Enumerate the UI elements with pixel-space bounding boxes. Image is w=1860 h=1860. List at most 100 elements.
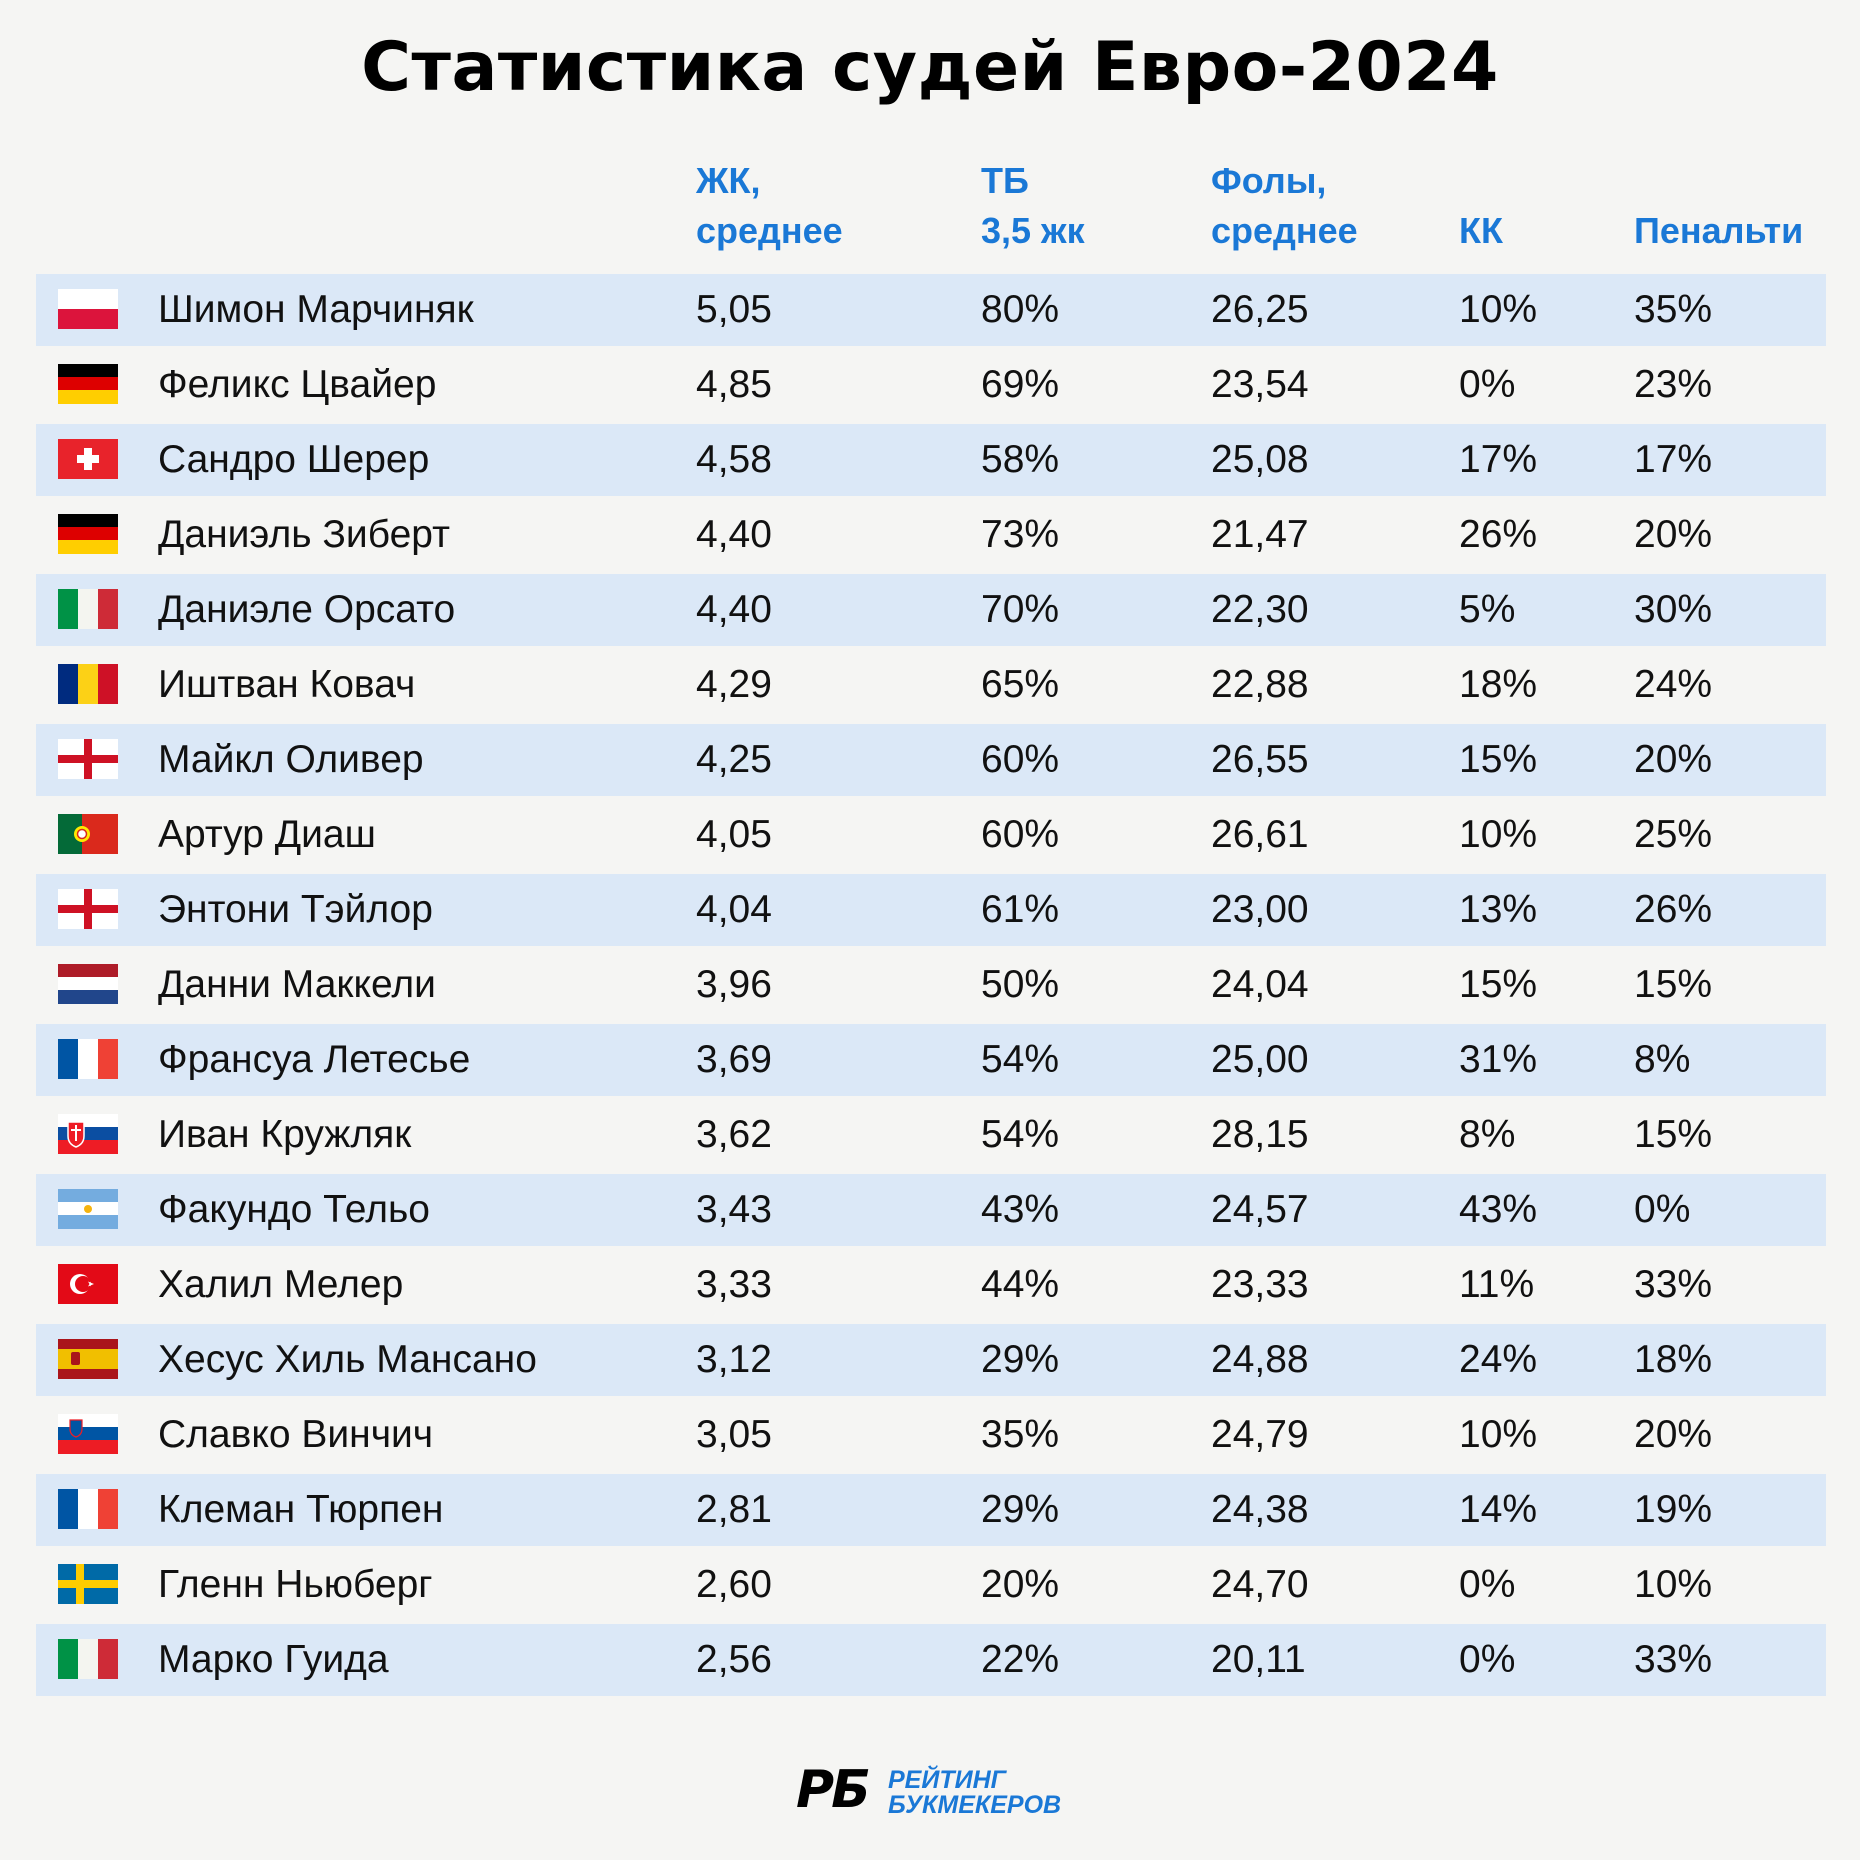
referee-name: Даниэль Зиберт bbox=[158, 513, 451, 556]
red-cards-value: 0% bbox=[1459, 363, 1516, 406]
fouls-value: 25,08 bbox=[1211, 438, 1309, 481]
table-row: Шимон Марчиняк 5,05 80% 26,25 10% 35% bbox=[36, 274, 1826, 346]
fouls-value: 24,38 bbox=[1211, 1488, 1309, 1531]
table-row: Даниэле Орсато 4,40 70% 22,30 5% 30% bbox=[36, 574, 1826, 646]
table-row: Феликс Цвайер 4,85 69% 23,54 0% 23% bbox=[36, 349, 1826, 421]
yellow-cards-value: 4,85 bbox=[696, 363, 772, 406]
fouls-value: 23,54 bbox=[1211, 363, 1309, 406]
fouls-value: 26,25 bbox=[1211, 288, 1309, 331]
penalties-value: 33% bbox=[1634, 1638, 1713, 1681]
fouls-value: 22,30 bbox=[1211, 588, 1309, 631]
referee-name: Артур Диаш bbox=[158, 813, 376, 856]
red-cards-value: 10% bbox=[1459, 813, 1538, 856]
over-cards-value: 54% bbox=[981, 1038, 1060, 1081]
over-cards-value: 20% bbox=[981, 1563, 1060, 1606]
referee-name: Иштван Ковач bbox=[158, 663, 416, 706]
penalties-value: 10% bbox=[1634, 1563, 1713, 1606]
italy-flag bbox=[58, 589, 118, 629]
col-header-penalties: Пенальти bbox=[1634, 210, 1804, 251]
column-headers: ЖК, среднее ТБ 3,5 жк Фолы, среднее КК П… bbox=[0, 156, 1860, 256]
table-row: Артур Диаш 4,05 60% 26,61 10% 25% bbox=[36, 799, 1826, 871]
referee-name: Клеман Тюрпен bbox=[158, 1488, 444, 1531]
fouls-value: 24,88 bbox=[1211, 1338, 1309, 1381]
referee-name: Феликс Цвайер bbox=[158, 363, 437, 406]
referee-name: Шимон Марчиняк bbox=[158, 288, 474, 331]
referee-name: Франсуа Летесье bbox=[158, 1038, 471, 1081]
table-row: Факундо Тельо 3,43 43% 24,57 43% 0% bbox=[36, 1174, 1826, 1246]
table-row: Энтони Тэйлор 4,04 61% 23,00 13% 26% bbox=[36, 874, 1826, 946]
red-cards-value: 11% bbox=[1459, 1263, 1535, 1306]
over-cards-value: 80% bbox=[981, 288, 1060, 331]
table-row: Халил Мелер 3,33 44% 23,33 11% 33% bbox=[36, 1249, 1826, 1321]
referee-name: Сандро Шерер bbox=[158, 438, 430, 481]
over-cards-value: 50% bbox=[981, 963, 1060, 1006]
red-cards-value: 26% bbox=[1459, 513, 1538, 556]
penalties-value: 0% bbox=[1634, 1188, 1691, 1231]
red-cards-value: 8% bbox=[1459, 1113, 1516, 1156]
yellow-cards-value: 4,04 bbox=[696, 888, 772, 931]
sweden-flag bbox=[58, 1564, 118, 1604]
red-cards-value: 5% bbox=[1459, 588, 1516, 631]
fouls-value: 26,61 bbox=[1211, 813, 1309, 856]
col-header-red-cards: КК bbox=[1459, 210, 1503, 251]
referee-name: Данни Маккели bbox=[158, 963, 436, 1006]
germany-flag bbox=[58, 514, 118, 554]
yellow-cards-value: 5,05 bbox=[696, 288, 772, 331]
slovenia-flag bbox=[58, 1414, 118, 1454]
penalties-value: 26% bbox=[1634, 888, 1713, 931]
yellow-cards-value: 4,25 bbox=[696, 738, 772, 781]
yellow-cards-value: 3,43 bbox=[696, 1188, 772, 1231]
table-row: Даниэль Зиберт 4,40 73% 21,47 26% 20% bbox=[36, 499, 1826, 571]
fouls-value: 22,88 bbox=[1211, 663, 1309, 706]
referee-name: Марко Гуида bbox=[158, 1638, 389, 1681]
yellow-cards-value: 4,05 bbox=[696, 813, 772, 856]
table-row: Хесус Хиль Мансано 3,12 29% 24,88 24% 18% bbox=[36, 1324, 1826, 1396]
red-cards-value: 0% bbox=[1459, 1563, 1516, 1606]
over-cards-value: 29% bbox=[981, 1338, 1060, 1381]
yellow-cards-value: 3,62 bbox=[696, 1113, 772, 1156]
over-cards-value: 65% bbox=[981, 663, 1060, 706]
yellow-cards-value: 2,56 bbox=[696, 1638, 772, 1681]
penalties-value: 23% bbox=[1634, 363, 1713, 406]
table-row: Данни Маккели 3,96 50% 24,04 15% 15% bbox=[36, 949, 1826, 1021]
col-header-yellow-cards: ЖК, среднее bbox=[696, 160, 843, 251]
red-cards-value: 15% bbox=[1459, 738, 1538, 781]
table-row: Иштван Ковач 4,29 65% 22,88 18% 24% bbox=[36, 649, 1826, 721]
penalties-value: 20% bbox=[1634, 1413, 1713, 1456]
penalties-value: 20% bbox=[1634, 513, 1713, 556]
col-header-fouls: Фолы, среднее bbox=[1211, 160, 1358, 251]
over-cards-value: 73% bbox=[981, 513, 1060, 556]
logo-mark: РБ bbox=[796, 1760, 871, 1820]
referee-name: Факундо Тельо bbox=[158, 1188, 430, 1231]
over-cards-value: 60% bbox=[981, 813, 1060, 856]
red-cards-value: 15% bbox=[1459, 963, 1538, 1006]
referee-name: Халил Мелер bbox=[158, 1263, 404, 1306]
penalties-value: 17% bbox=[1634, 438, 1713, 481]
fouls-value: 24,57 bbox=[1211, 1188, 1309, 1231]
table-row: Марко Гуида 2,56 22% 20,11 0% 33% bbox=[36, 1624, 1826, 1696]
penalties-value: 24% bbox=[1634, 663, 1713, 706]
yellow-cards-value: 3,96 bbox=[696, 963, 772, 1006]
penalties-value: 33% bbox=[1634, 1263, 1713, 1306]
table-row: Франсуа Летесье 3,69 54% 25,00 31% 8% bbox=[36, 1024, 1826, 1096]
page-title: Статистика судей Евро-2024 bbox=[361, 28, 1499, 107]
fouls-value: 23,00 bbox=[1211, 888, 1309, 931]
red-cards-value: 31% bbox=[1459, 1038, 1538, 1081]
over-cards-value: 60% bbox=[981, 738, 1060, 781]
penalties-value: 19% bbox=[1634, 1488, 1713, 1531]
penalties-value: 30% bbox=[1634, 588, 1713, 631]
over-cards-value: 69% bbox=[981, 363, 1060, 406]
england-flag bbox=[58, 889, 118, 929]
penalties-value: 35% bbox=[1634, 288, 1713, 331]
referee-table: Шимон Марчиняк 5,05 80% 26,25 10% 35% Феликс Ц… bbox=[36, 274, 1826, 1699]
fouls-value: 26,55 bbox=[1211, 738, 1309, 781]
penalties-value: 8% bbox=[1634, 1038, 1691, 1081]
romania-flag bbox=[58, 664, 118, 704]
red-cards-value: 10% bbox=[1459, 1413, 1538, 1456]
referee-name: Хесус Хиль Мансано bbox=[158, 1338, 537, 1381]
table-row: Иван Кружляк 3,62 54% 28,15 8% 15% bbox=[36, 1099, 1826, 1171]
referee-name: Майкл Оливер bbox=[158, 738, 424, 781]
netherlands-flag bbox=[58, 964, 118, 1004]
over-cards-value: 35% bbox=[981, 1413, 1060, 1456]
red-cards-value: 10% bbox=[1459, 288, 1538, 331]
